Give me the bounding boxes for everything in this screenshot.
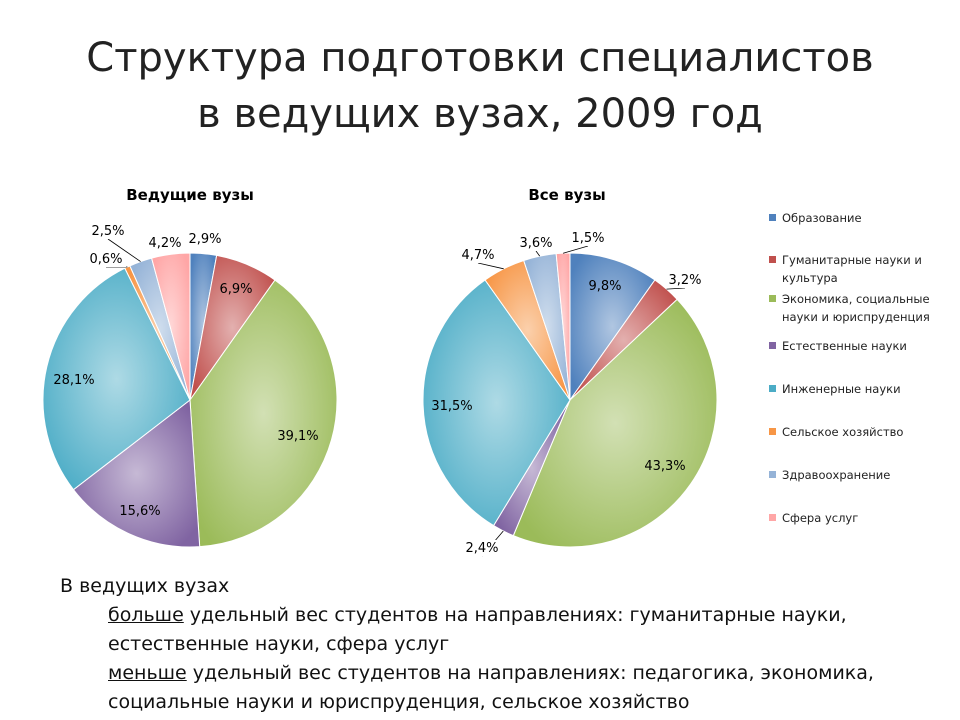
pie-slice-natural [72,399,201,548]
legend-label-line: Сельское хозяйство [782,425,903,439]
notes-more-word: больше [108,604,184,626]
data-label: 4,2% [148,236,181,251]
legend: Образование Гуманитарные науки и культура Э… [769,211,930,525]
pie-title: Ведущие вузы [126,186,254,204]
data-label-bg [665,272,705,288]
notes-block: В ведущих вузах больше удельный вес студ… [60,572,940,717]
data-label-bg [462,540,502,556]
legend-label-line: культура [782,271,838,285]
notes-less-text: удельный вес студентов на направлениях: … [186,662,874,684]
leader-line [107,238,141,262]
data-label-bg [458,247,498,263]
notes-more-line: больше удельный вес студентов на направл… [60,601,940,630]
data-label: 1,5% [571,231,604,246]
pie-slice-education [569,252,656,402]
data-label: 4,7% [461,248,494,263]
legend-swatch-humanities [769,256,776,263]
legend-label: Гуманитарные науки и культура [782,253,922,285]
pie-slice-engineering [42,267,191,491]
legend-swatch-services [769,514,776,521]
notes-heading: В ведущих вузах [60,575,230,597]
legend-label-line: Образование [782,211,862,225]
leader-line [477,262,504,270]
legend-swatch-engineering [769,385,776,392]
data-label-bg [88,223,128,239]
pie-slice-economics [189,279,338,548]
data-label-bg [86,251,126,267]
pie-charts: Ведущие вузы 2,9% 6,9% 39,1% 15,6% 28,1% 0,6% 2… [42,186,930,557]
data-label: 6,9% [219,282,252,297]
data-label: 2,4% [465,541,498,556]
legend-label: Инженерные науки [782,382,901,396]
legend-swatch-education [769,214,776,221]
data-label: 43,3% [644,459,685,474]
legend-label-line: Экономика, социальные [782,292,930,306]
legend-label: Сфера услуг [782,511,858,525]
legend-label-line: Здравоохранение [782,468,890,482]
data-label: 9,8% [588,279,621,294]
legend-label: Естественные науки [782,339,907,353]
data-label: 3,2% [668,273,701,288]
leader-line [535,250,541,257]
data-label: 15,6% [119,504,160,519]
data-label: 2,9% [188,232,221,247]
pie-slice-engineering [422,279,571,527]
title-line-1: Структура подготовки специалистов [86,35,874,81]
legend-label-line: Сфера услуг [782,511,858,525]
legend-swatch-natural [769,342,776,349]
data-label: 0,6% [89,252,122,267]
data-label: 31,5% [431,399,472,414]
page-title: Структура подготовки специалистов в веду… [0,30,960,142]
legend-swatch-agriculture [769,428,776,435]
legend-label-line: Естественные науки [782,339,907,353]
leader-line [666,287,686,290]
pie-chart-2: Все вузы 9,8% 3,2% 43,3% 2,4% 31,5% 4,7% 3,6% 1,… [422,186,718,557]
legend-swatch-health [769,471,776,478]
legend-swatch-economics [769,295,776,302]
pie-slice-services [151,252,191,401]
notes-less-line-2: социальные науки и юриспруденция, сельск… [108,691,690,713]
notes-more-text: удельный вес студентов на направлениях: … [183,604,847,626]
data-label: 2,5% [91,224,124,239]
data-label: 39,1% [277,429,318,444]
pie-slice-economics [512,298,718,548]
pie-title: Все вузы [528,186,605,204]
data-label: 3,6% [519,236,552,251]
legend-label-line: науки и юриспруденция [782,310,930,324]
leader-line [562,245,589,254]
data-label-bg [568,230,608,246]
legend-label: Экономика, социальные науки и юриспруденц… [782,292,930,324]
pie-chart-1: Ведущие вузы 2,9% 6,9% 39,1% 15,6% 28,1% 0,6% 2… [42,186,338,548]
legend-label-line: Гуманитарные науки и [782,253,922,267]
legend-label: Здравоохранение [782,468,890,482]
legend-label: Сельское хозяйство [782,425,903,439]
legend-label-line: Инженерные науки [782,382,901,396]
data-label-bg [516,235,556,251]
notes-more-line-2: естественные науки, сфера услуг [108,633,450,655]
notes-less-line: меньше удельный вес студентов на направл… [60,659,940,688]
title-line-2: в ведущих вузах, 2009 год [197,91,763,137]
data-label: 28,1% [53,373,94,388]
notes-less-word: меньше [108,662,187,684]
pie-slice-services [555,252,571,401]
legend-label: Образование [782,211,862,225]
